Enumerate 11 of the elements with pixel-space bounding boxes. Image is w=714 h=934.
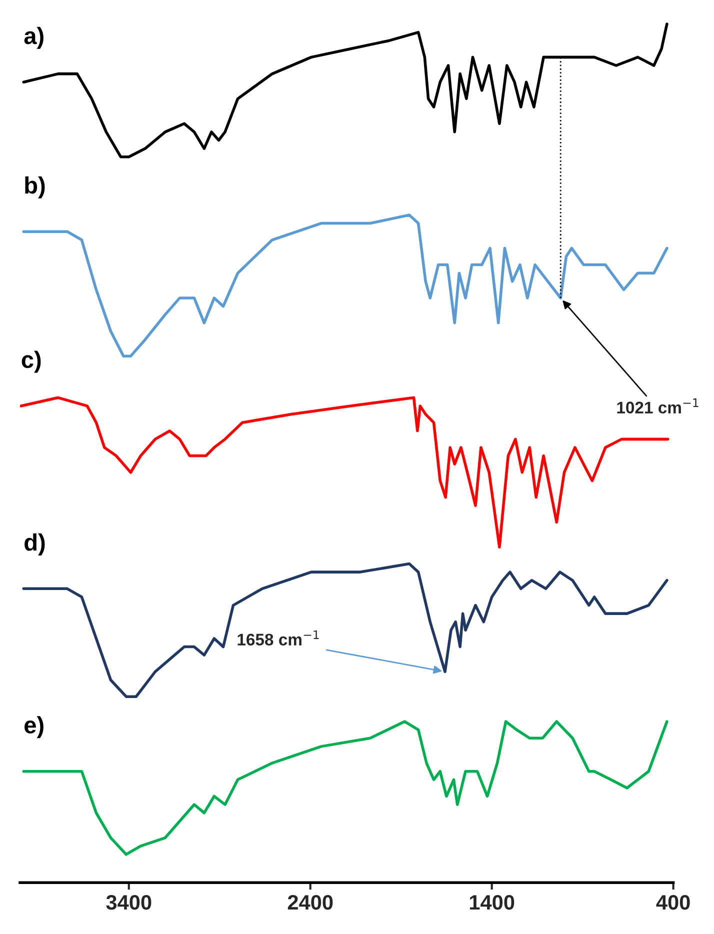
x-tick-label: 2400 [288, 894, 333, 910]
annotation: 1021 cm$^{−1}$ [617, 398, 698, 414]
x-tick-label: 3400 [106, 894, 152, 910]
series-label: b) [25, 176, 45, 198]
series-label: a) [24, 26, 44, 49]
x-tick-label: 400 [656, 894, 690, 910]
series-label: c) [22, 350, 41, 373]
x-tick-label: 1400 [470, 894, 514, 910]
annotation: 1658 cm$^{−1}$ [238, 630, 319, 646]
series-label: d) [24, 533, 45, 556]
series-label: e) [24, 716, 44, 738]
